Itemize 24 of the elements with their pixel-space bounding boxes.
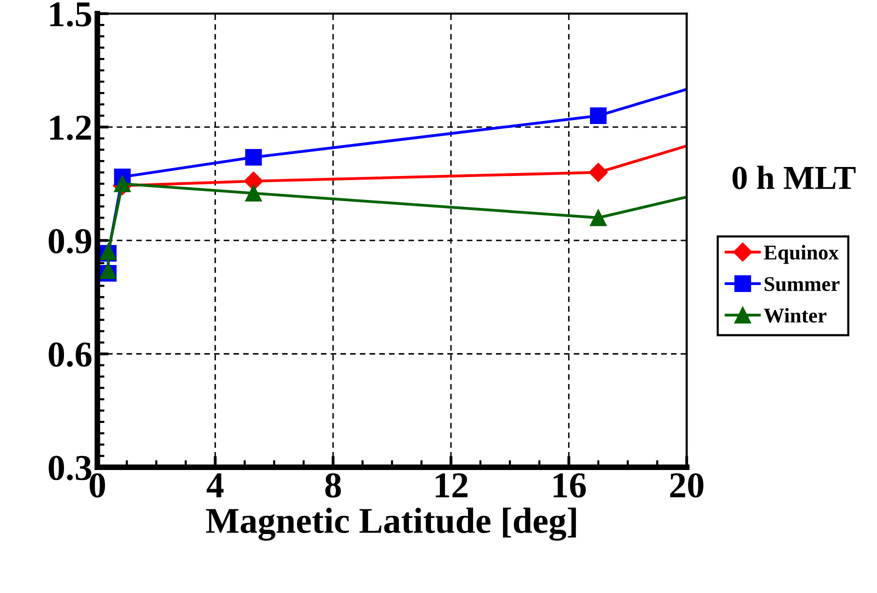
y-tick-label: 0.6 (48, 342, 92, 367)
point (590, 107, 607, 124)
legend-label: Equinox (764, 244, 839, 264)
point (588, 162, 608, 182)
text: 0 h MLT (732, 166, 856, 190)
point (590, 209, 607, 226)
y-tick-label: 0.9 (48, 228, 92, 254)
x-tick-label: 20 (670, 473, 704, 498)
y-tick-label: 1.5 (50, 2, 92, 27)
x-tick-label: 12 (436, 473, 468, 498)
y-tick-label: 0.3 (48, 456, 92, 480)
legend-label: Summer (764, 277, 840, 292)
x-tick-label: 4 (206, 473, 224, 498)
legend-label: Winter (764, 308, 826, 323)
x-axis-title: Magnetic Latitude [deg] (206, 508, 576, 541)
point (244, 172, 264, 191)
point (245, 148, 262, 166)
x-tick-label: 16 (554, 473, 586, 498)
point (245, 184, 262, 202)
y-tick-label: 1.2 (50, 116, 91, 140)
point (100, 262, 117, 280)
x-tick-label: 0 (90, 473, 105, 498)
point (114, 175, 131, 192)
x-tick-label: 8 (325, 473, 341, 498)
